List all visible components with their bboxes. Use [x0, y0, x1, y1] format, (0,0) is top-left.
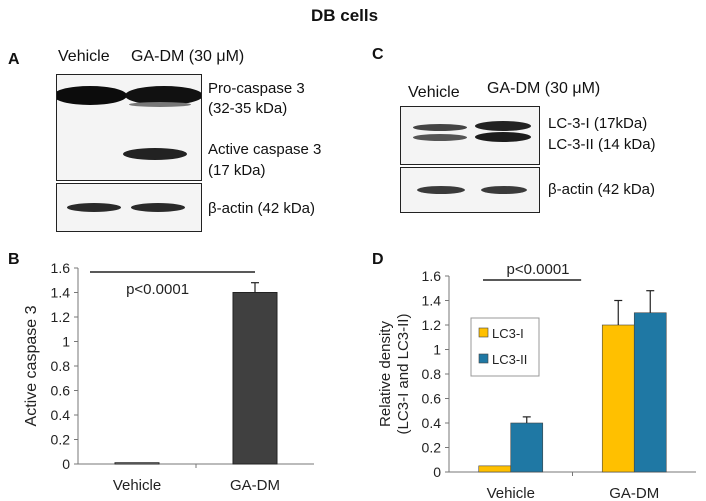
y-tick-label: 0.6 [422, 391, 442, 407]
lc3-blot [400, 106, 540, 165]
panel-a-letter: A [8, 51, 20, 68]
panel-c-letter: C [372, 46, 384, 63]
y-tick-label: 1.4 [51, 285, 71, 301]
panel-a-treatment-header: GA-DM (30 μM) [131, 48, 245, 65]
legend-box [470, 317, 540, 377]
y-tick-label: 0.4 [422, 415, 442, 431]
label-lc3i: LC-3-I (17kDa) [548, 115, 648, 132]
legend-swatch [478, 327, 489, 338]
y-axis-label-sub: (LC3-I and LC3-II) [395, 314, 412, 435]
actin-blot-a [56, 183, 202, 232]
legend-swatch [478, 353, 489, 364]
y-tick-label: 0.2 [422, 440, 442, 456]
band-pro-caspase-gadm [125, 86, 201, 105]
bar-lc3-ii [633, 312, 667, 473]
bar [232, 292, 278, 465]
y-tick-label: 1 [62, 334, 70, 350]
x-tick-label: Vehicle [113, 477, 161, 494]
y-tick-label: 1.4 [422, 293, 442, 309]
p-value-label: p<0.0001 [126, 281, 189, 298]
y-tick-label: 0.6 [51, 383, 71, 399]
y-axis-label: Relative density [377, 321, 394, 427]
band-lc3ii-gadm [475, 132, 531, 142]
label-actin-a: β-actin (42 kDa) [208, 200, 315, 217]
y-tick-label: 1 [433, 342, 441, 358]
bar [114, 462, 160, 465]
x-tick-label: Vehicle [487, 485, 535, 501]
bar-lc3-i [478, 465, 512, 473]
y-tick-label: 0 [62, 456, 70, 472]
p-value-label: p<0.0001 [507, 261, 570, 278]
caspase-blot [56, 74, 202, 181]
y-tick-label: 1.6 [51, 260, 71, 276]
band-actin-c-vehicle [417, 186, 465, 194]
label-actin-c: β-actin (42 kDa) [548, 181, 655, 198]
y-tick-label: 0.8 [422, 366, 442, 382]
y-tick-label: 0.2 [51, 432, 71, 448]
x-tick-label: GA-DM [230, 477, 280, 494]
label-pro-caspase: Pro-caspase 3 [208, 80, 305, 97]
panel-b-letter: B [8, 251, 20, 268]
figure-title: DB cells [311, 6, 379, 25]
y-tick-label: 1.2 [422, 317, 442, 333]
label-pro-caspase-kda: (32-35 kDa) [208, 100, 288, 117]
panel-d-letter: D [372, 251, 384, 268]
actin-blot-c [400, 167, 540, 213]
label-active-caspase-kda: (17 kDa) [208, 162, 266, 179]
band-actin-c-gadm [481, 186, 527, 194]
panel-c-vehicle-header: Vehicle [408, 84, 460, 101]
chart-d: 0 0.2 0.4 0.6 0.8 1 1.2 1.4 1.6 Vehicle GA-DM p<0.0… [377, 261, 696, 501]
label-active-caspase: Active caspase 3 [208, 141, 322, 158]
legend-label: LC3-II [492, 352, 527, 367]
band-lc3i-vehicle [413, 124, 467, 131]
y-tick-label: 0 [433, 464, 441, 480]
x-tick-label: GA-DM [609, 485, 659, 501]
y-tick-label: 0.4 [51, 407, 71, 423]
label-lc3ii: LC-3-II (14 kDa) [548, 136, 656, 153]
legend-label: LC3-I [492, 326, 524, 341]
band-pro-caspase-lower [129, 102, 191, 107]
bar-lc3-i [601, 324, 635, 473]
band-actin-a-gadm [131, 203, 185, 212]
panel-c-treatment-header: GA-DM (30 μM) [487, 80, 601, 97]
band-pro-caspase-vehicle [57, 86, 127, 105]
bar-lc3-ii [510, 422, 544, 473]
y-tick-label: 0.8 [51, 358, 71, 374]
chart-b: 0 0.2 0.4 0.6 0.8 1 1.2 1.4 1.6 Vehicle GA-DM p<0.0… [23, 260, 314, 494]
panel-a-vehicle-header: Vehicle [58, 48, 110, 65]
band-active-caspase-gadm [123, 148, 187, 160]
band-lc3ii-vehicle [413, 134, 467, 141]
band-lc3i-gadm [475, 121, 531, 131]
y-axis-label: Active caspase 3 [23, 305, 40, 426]
y-tick-label: 1.2 [51, 309, 71, 325]
band-actin-a-vehicle [67, 203, 121, 212]
y-tick-label: 1.6 [422, 268, 442, 284]
